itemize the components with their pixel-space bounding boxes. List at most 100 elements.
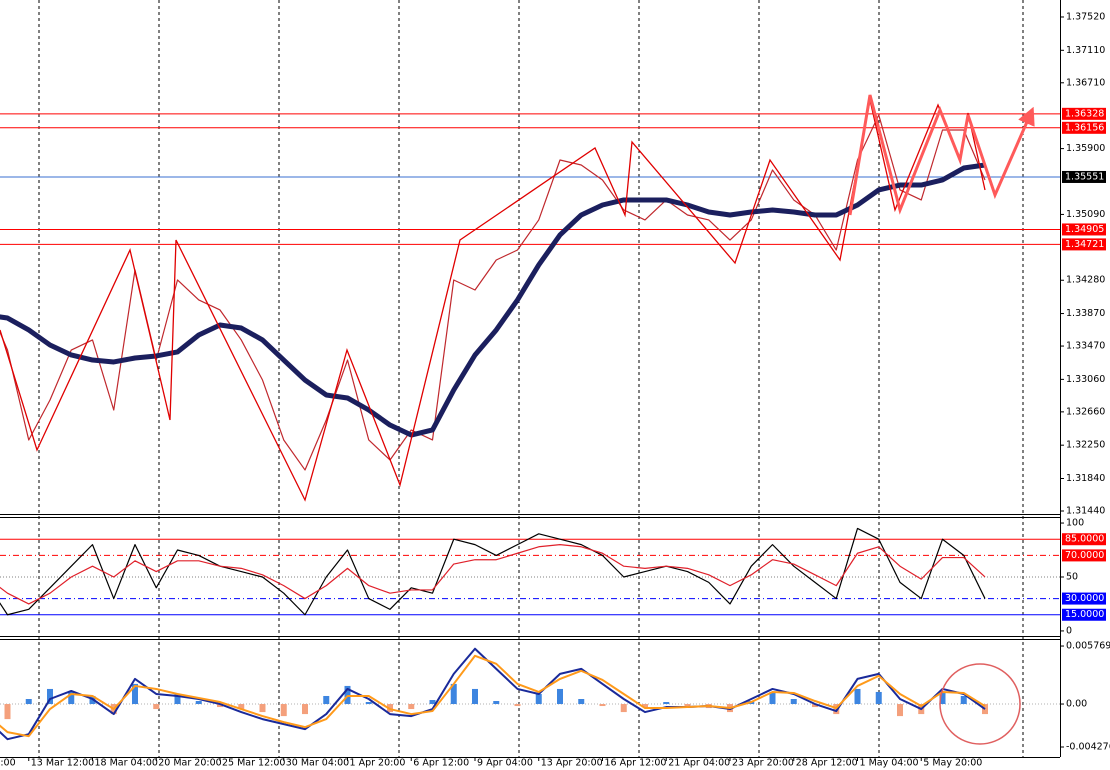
- series-line: [0, 654, 986, 738]
- histogram-bar: [68, 691, 75, 705]
- y-tick-label: 1.32250: [1066, 440, 1105, 451]
- histogram-bar: [875, 691, 882, 705]
- y-tick-label: 0.00: [1066, 699, 1087, 710]
- histogram-bar: [599, 704, 606, 707]
- histogram-bar: [897, 704, 903, 717]
- level-label: 85.0000: [1065, 534, 1104, 545]
- level-label-box: [1062, 592, 1106, 605]
- histogram-bar: [132, 683, 138, 705]
- y-tick-label: 1.31840: [1066, 473, 1105, 484]
- histogram-bar: [939, 691, 946, 705]
- y-tick-label: 1.37110: [1066, 45, 1105, 56]
- plot-area: [0, 113, 1060, 741]
- x-tick-label: 5 May 20:00: [923, 758, 982, 769]
- histogram-bar: [4, 704, 11, 720]
- y-tick-label: 1.33470: [1066, 341, 1105, 352]
- level-label: 1.36156: [1065, 122, 1104, 133]
- x-tick-label: 13 Apr 20:00: [541, 758, 603, 769]
- histogram-bar: [429, 700, 436, 705]
- histogram-bar: [259, 704, 266, 713]
- level-label-box: [1062, 549, 1106, 562]
- histogram-bar: [663, 702, 670, 705]
- series-line: [0, 162, 986, 438]
- histogram-bar: [408, 704, 415, 710]
- histogram-bar: [493, 701, 500, 705]
- x-tick-label: 13 Mar 12:00: [31, 758, 94, 769]
- x-tick-label: 6 Apr 12:00: [413, 758, 469, 769]
- y-tick-label: 50: [1066, 571, 1078, 582]
- level-label-box: [1062, 170, 1106, 183]
- histogram-bar: [280, 704, 287, 717]
- x-tick-label: 1 May 04:00: [860, 758, 919, 769]
- histogram-bar: [195, 701, 202, 705]
- histogram-bar: [47, 688, 53, 705]
- level-label-box: [1062, 107, 1106, 120]
- y-tick-label: 0.0057697: [1066, 641, 1110, 652]
- y-tick-label: 1.31440: [1066, 505, 1105, 516]
- level-label-box: [1062, 238, 1106, 251]
- y-tick-label: -0.004276: [1066, 742, 1110, 753]
- y-tick-label: 0: [1066, 625, 1072, 636]
- level-label-box: [1062, 533, 1106, 546]
- histogram-bar: [790, 699, 797, 705]
- histogram-bar: [769, 691, 776, 705]
- level-label: 1.36328: [1065, 108, 1104, 119]
- y-tick-label: 100: [1066, 518, 1084, 529]
- histogram-bar: [812, 704, 818, 708]
- level-label-box: [1062, 608, 1106, 621]
- histogram-bar: [472, 688, 478, 705]
- histogram-bar: [365, 702, 372, 705]
- histogram-bar: [302, 704, 308, 715]
- histogram-bar: [174, 693, 181, 705]
- histogram-bar: [323, 695, 330, 705]
- x-tick-label: 20:00: [0, 758, 16, 769]
- x-tick-label: 25 Mar 12:00: [222, 758, 285, 769]
- histogram-bar: [153, 704, 160, 710]
- histogram-bar: [982, 704, 988, 715]
- histogram-bar: [854, 688, 861, 705]
- histogram-bar: [578, 699, 585, 705]
- series-line: [0, 527, 986, 616]
- x-tick-label: 21 Apr 04:00: [668, 758, 730, 769]
- histogram-bar: [344, 685, 351, 705]
- histogram-bar: [450, 683, 457, 705]
- x-tick-label: 23 Apr 20:00: [732, 758, 794, 769]
- highlight-circle: [939, 663, 1021, 745]
- zigzag: [0, 99, 986, 502]
- histogram-bar: [620, 704, 627, 713]
- histogram-bar: [833, 704, 840, 715]
- x-tick-label: 20 Mar 20:00: [158, 758, 221, 769]
- x-tick-label: 16 Apr 12:00: [605, 758, 667, 769]
- y-tick-label: 1.36710: [1066, 77, 1105, 88]
- level-label: 1.34721: [1065, 239, 1104, 250]
- histogram-bar: [217, 704, 223, 708]
- histogram-bar: [514, 704, 521, 707]
- drawn-arrows: [848, 94, 1035, 216]
- histogram-bar: [535, 693, 542, 705]
- level-label: 1.35551: [1065, 171, 1104, 182]
- x-tick-label: 18 Mar 04:00: [95, 758, 158, 769]
- series-line: [0, 647, 986, 741]
- level-label: 15.0000: [1065, 609, 1104, 620]
- x-tick-label: 30 Mar 04:00: [286, 758, 349, 769]
- level-label-box: [1062, 223, 1106, 236]
- level-label: 1.34905: [1065, 224, 1104, 235]
- y-tick-label: 1.32660: [1066, 406, 1105, 417]
- level-label: 30.0000: [1065, 593, 1104, 604]
- histogram-bar: [25, 699, 32, 705]
- histogram-bar: [557, 688, 563, 705]
- series-line: [0, 544, 986, 605]
- histogram-bar: [960, 695, 967, 705]
- y-tick-label: 1.35900: [1066, 143, 1105, 154]
- y-tick-label: 1.33060: [1066, 374, 1105, 385]
- level-label-box: [1062, 121, 1106, 134]
- level-label: 70.0000: [1065, 550, 1104, 561]
- x-tick-label: 1 Apr 20:00: [350, 758, 406, 769]
- histogram-bar: [642, 704, 648, 708]
- y-tick-label: 1.33870: [1066, 308, 1105, 319]
- histogram-bar: [684, 704, 691, 707]
- histogram-bar: [238, 704, 245, 710]
- x-tick-label: 9 Apr 04:00: [477, 758, 533, 769]
